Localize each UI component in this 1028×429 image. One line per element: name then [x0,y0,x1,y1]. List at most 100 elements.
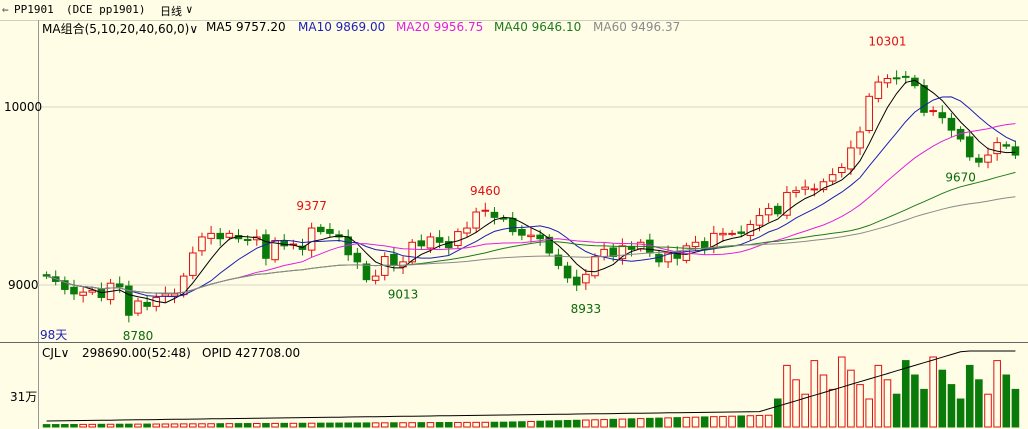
volume-bar [426,422,435,428]
candle-body [746,223,755,237]
volume-bar [125,423,133,428]
volume-bar [152,423,161,428]
volume-bar [79,423,87,428]
candle-body [143,301,151,307]
candle-body [691,241,700,248]
chevron-down-icon[interactable]: ∨ [60,346,70,360]
candle-body [198,236,206,252]
volume-bar [390,422,398,428]
candle-body [61,280,69,290]
volume-bar [353,422,362,428]
candle-body [627,246,636,250]
volume-bar [326,422,334,428]
volume-bar [865,398,873,428]
candle-body [810,188,819,191]
volume-bar [929,356,937,428]
period-selector[interactable]: 日线 [160,5,182,18]
y-axis-line [38,20,39,429]
candle-body [856,131,864,149]
candle-body [316,226,325,233]
volume-bar [316,422,325,428]
volume-bar [984,393,992,428]
days-count-label: 98天 [40,328,68,342]
volume-bar [563,420,572,428]
volume-bar [143,423,151,428]
candle-body [42,274,51,277]
volume-bar [764,414,773,428]
cjl-label[interactable]: CJL [42,346,61,360]
volume-bar [371,422,380,428]
volume-bar [856,384,864,428]
price-chart[interactable]: 8780 9377 9013 9460 8933 10301 9670 [0,20,1028,342]
volume-bar [88,423,97,428]
ma-group-label[interactable]: MA组合(5,10,20,40,60,0) [42,22,190,36]
candle-body [454,231,462,246]
candle-body [216,232,225,240]
volume-bar [591,419,599,428]
volume-panel[interactable]: CJL∨ 298690.00(52:48) OPID 427708.00 31万 [0,343,1028,429]
volume-bar [280,422,289,428]
volume-bar [271,422,279,428]
candle-body [591,256,599,277]
chevron-down-icon[interactable]: ∨ [186,3,193,16]
back-arrow-icon[interactable]: ⇐ [2,3,9,16]
candle-body [965,136,974,158]
contract-label: (DCE pp1901) [66,3,146,16]
volume-bar [444,421,453,428]
candle-body [636,241,645,250]
candle-body [390,253,398,266]
volume-bar [198,423,206,428]
price-annotation: 9377 [296,199,327,213]
volume-bar [664,417,672,428]
candle-body [362,263,371,281]
opid-value: OPID 427708.00 [202,346,301,360]
y-label-10000: 10000 [4,100,43,114]
candle-body [728,232,736,235]
volume-chart[interactable] [0,343,1028,429]
volume-bar [956,398,965,428]
volume-bar [965,364,974,428]
candle-body [79,291,87,296]
volume-bar [508,421,517,428]
candle-body [262,234,270,259]
candle-body [710,232,718,248]
volume-bar [1002,374,1011,428]
volume-bar [627,418,636,428]
price-panel[interactable]: 8780 9377 9013 9460 8933 10301 9670 [0,20,1028,343]
volume-bar [828,388,837,428]
volume-bar [51,424,60,428]
ma10-value: MA10 9869.00 [298,20,386,34]
volume-bar [837,356,846,428]
candle-body [819,181,828,191]
candle-body [225,232,234,238]
volume-bar [810,360,819,428]
volume-indicator-selector[interactable]: CJL∨ [42,346,69,360]
volume-bar [134,423,142,428]
candle-body [865,95,873,131]
candle-body [892,77,901,80]
candle-body [737,231,746,234]
volume-bar [106,423,115,428]
volume-bar [582,419,590,428]
volume-bar [554,420,563,428]
volume-bar [901,360,910,428]
candle-body [371,275,380,281]
volume-bar [161,423,170,428]
chevron-down-icon[interactable]: ∨ [189,22,199,36]
candle-body [490,211,499,218]
candle-body [125,285,133,316]
ma40-legend: MA40 9646.10 [494,20,581,36]
candle-body [70,286,78,295]
volume-bar [97,423,106,428]
volume-bar [454,421,462,428]
volume-bar [755,414,764,428]
candle-body [956,128,965,140]
candle-body [1002,144,1011,147]
candle-body [481,209,490,212]
ma-group-selector[interactable]: MA组合(5,10,20,40,60,0)∨ [42,20,198,36]
volume-bar [417,422,426,428]
candle-body [764,207,773,216]
candle-body [326,228,334,234]
ma5-line [46,79,1016,304]
volume-bar [179,423,188,428]
